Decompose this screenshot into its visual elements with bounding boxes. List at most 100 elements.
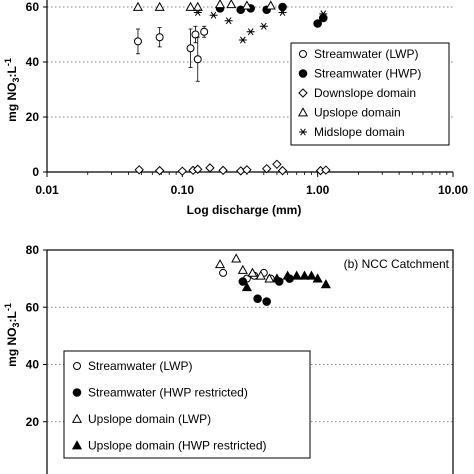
- x-tick-label: 10.00: [438, 183, 468, 197]
- data-point: [191, 30, 200, 39]
- data-point: [200, 27, 209, 36]
- y-tick-label: 60: [26, 300, 40, 314]
- legend-marker: [299, 128, 307, 136]
- data-point: [262, 297, 271, 306]
- legend-entry: Streamwater (LWP): [88, 359, 192, 373]
- data-point: [133, 37, 142, 46]
- data-point: [155, 33, 164, 42]
- data-point: [154, 165, 165, 176]
- data-point: [319, 10, 328, 18]
- data-point: [312, 273, 323, 283]
- data-point: [261, 163, 272, 174]
- data-point: [238, 277, 248, 286]
- y-axis-title: mg NO3:L-1: [3, 58, 21, 122]
- data-point: [193, 55, 202, 64]
- series-3: [241, 270, 331, 292]
- data-point: [134, 165, 144, 175]
- data-point: [241, 281, 252, 292]
- y-tick-label: 20: [26, 415, 40, 429]
- legend-marker: [72, 388, 82, 397]
- data-point: [278, 9, 287, 16]
- legend-entry: Midslope domain: [314, 125, 405, 139]
- legend-entry: Upslope domain (HWP restricted): [88, 439, 267, 453]
- legend-marker: [298, 69, 308, 78]
- data-point: [218, 165, 228, 176]
- panel-label: (b) NCC Catchment: [344, 257, 450, 271]
- series-4: [193, 9, 328, 44]
- y-tick-label: 80: [26, 243, 40, 257]
- data-point: [265, 0, 276, 10]
- data-point: [278, 2, 287, 12]
- data-point: [177, 166, 188, 176]
- legend-entry: Streamwater (HWP): [314, 67, 421, 81]
- data-point: [215, 0, 226, 9]
- legend-marker: [71, 413, 83, 423]
- data-point: [238, 36, 247, 44]
- series-2: [134, 159, 331, 176]
- y-tick-label: 40: [26, 55, 40, 69]
- data-point: [231, 253, 242, 263]
- data-point: [306, 270, 317, 280]
- legend-box: [63, 350, 311, 459]
- panel-a: 0 20 40 60 0.01 0.10 1.00 10.00 Log discharge (m…: [3, 0, 468, 217]
- legend: Streamwater (LWP) Streamwater (HWP restri…: [63, 350, 311, 459]
- series-2: [215, 253, 275, 283]
- data-point: [264, 273, 275, 283]
- data-point: [209, 11, 218, 19]
- data-point: [154, 1, 165, 11]
- legend: Streamwater (LWP) Streamwater (HWP) Downsl…: [290, 42, 450, 146]
- data-point: [236, 5, 246, 15]
- data-point: [224, 17, 233, 25]
- data-point: [186, 44, 195, 53]
- data-point: [226, 0, 237, 9]
- legend-entry: Upslope domain: [314, 106, 401, 120]
- legend-marker: [71, 440, 83, 450]
- y-tick-label: 20: [26, 110, 40, 124]
- series-3: [132, 0, 276, 11]
- legend-box: [290, 42, 450, 146]
- legend-entry: Streamwater (LWP): [314, 47, 418, 61]
- data-point: [237, 264, 248, 274]
- y-tick-label: 60: [26, 0, 40, 14]
- data-point: [320, 279, 331, 289]
- data-point: [205, 163, 215, 173]
- legend-entry: Downslope domain: [314, 86, 416, 100]
- data-point: [219, 268, 228, 277]
- x-tick-label: 0.10: [171, 183, 195, 197]
- data-point: [193, 9, 202, 16]
- legend-marker: [298, 88, 308, 98]
- data-point: [193, 164, 203, 174]
- data-point: [272, 159, 282, 170]
- data-point: [246, 28, 255, 36]
- data-point: [259, 22, 268, 30]
- y-tick-label: 0: [32, 472, 39, 474]
- data-point: [253, 294, 262, 303]
- legend-entry: Streamwater (HWP restricted): [88, 386, 248, 400]
- legend-entry: Upslope domain (LWP): [88, 412, 211, 426]
- data-point: [185, 1, 196, 11]
- data-point: [247, 267, 258, 277]
- panel-b: 0 20 40 60 80 mg NO3:L-1 (b) NCC Catchment Stre…: [3, 243, 454, 474]
- data-point: [215, 259, 226, 269]
- legend-marker: [73, 362, 81, 370]
- y-tick-label: 0: [32, 165, 39, 179]
- series-0: [133, 25, 209, 82]
- data-point: [313, 19, 322, 28]
- data-point: [192, 1, 203, 11]
- data-point: [242, 165, 252, 175]
- x-tick-label: 1.00: [306, 183, 330, 197]
- legend-marker: [299, 50, 307, 58]
- data-point: [321, 165, 331, 175]
- data-point: [132, 1, 144, 11]
- data-point: [299, 270, 310, 280]
- data-point: [291, 270, 302, 280]
- legend-marker: [297, 107, 309, 117]
- data-point: [241, 0, 252, 10]
- data-point: [255, 270, 266, 280]
- y-tick-label: 40: [26, 358, 40, 372]
- x-tick-label: 0.01: [35, 183, 59, 197]
- y-axis-title: mg NO3:L-1: [3, 303, 21, 367]
- data-point: [282, 270, 293, 280]
- data-point: [318, 13, 328, 23]
